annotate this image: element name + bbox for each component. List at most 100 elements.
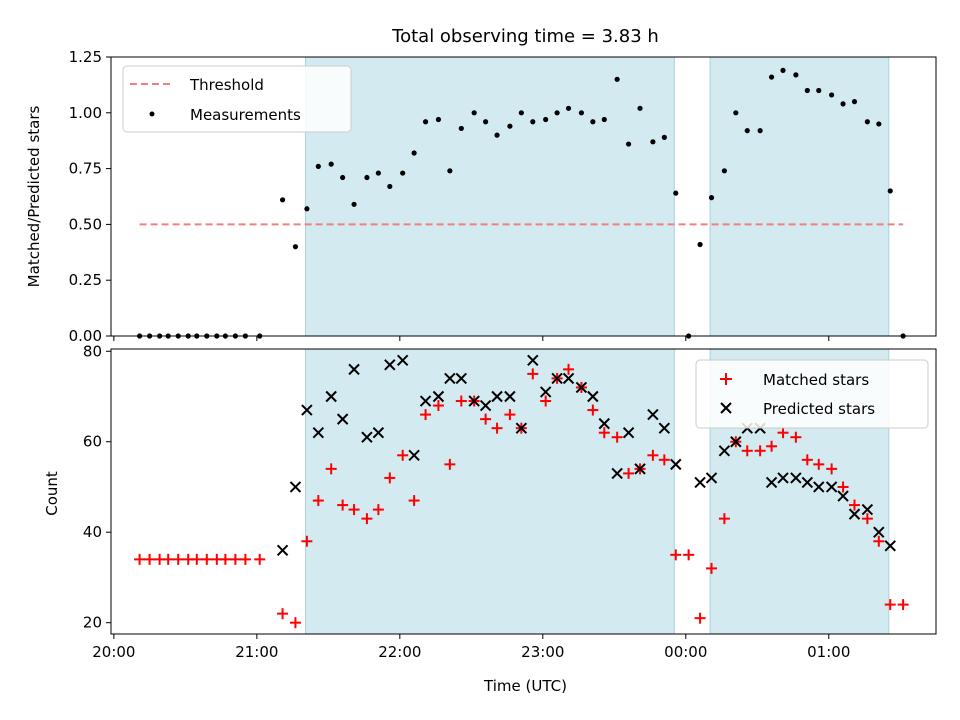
measurement-point <box>780 67 786 73</box>
measurement-point <box>304 206 310 212</box>
measurement-point <box>507 123 513 129</box>
matched-star-marker <box>229 553 241 565</box>
top-y-ticks: 0.00 0.25 0.50 0.75 1.00 1.25 <box>69 48 111 345</box>
predicted-star-marker <box>694 476 706 489</box>
matched-star-marker <box>289 617 301 629</box>
predicted-star-marker <box>419 395 432 407</box>
matched-star-marker <box>884 599 896 611</box>
predicted-star-marker <box>837 490 849 502</box>
bottom-plot-frame <box>110 348 937 635</box>
measurement-point <box>601 116 607 123</box>
bottom-y-tick-label: 80 <box>83 342 102 360</box>
predicted-star-marker <box>504 390 516 403</box>
matched-star-marker <box>837 481 849 493</box>
bottom-y-tick-label: 60 <box>83 433 102 451</box>
matched-star-marker <box>337 499 349 511</box>
measurement-point <box>447 168 453 174</box>
matched-star-marker <box>408 495 420 507</box>
predicted-star-marker <box>348 363 360 376</box>
measurement-point <box>768 74 775 80</box>
measurement-points <box>136 67 906 339</box>
predicted-star-marker <box>325 390 337 403</box>
measurement-point <box>829 92 835 98</box>
measurement-point <box>578 110 585 116</box>
matched-star-marker <box>455 395 467 407</box>
top-legend-box <box>122 65 352 133</box>
matched-star-marker <box>491 422 503 434</box>
matched-star-marker <box>801 454 813 466</box>
matched-star-points <box>134 363 909 629</box>
measurement-point <box>793 72 799 78</box>
matched-star-marker <box>611 431 623 443</box>
matched-star-marker <box>527 368 539 380</box>
predicted-star-marker <box>873 526 885 538</box>
predicted-star-marker <box>491 390 503 403</box>
predicted-star-marker <box>801 476 814 489</box>
measurement-point <box>351 201 357 207</box>
matched-star-marker <box>432 400 444 412</box>
matched-star-marker <box>777 427 789 439</box>
predicted-star-marker <box>551 372 563 385</box>
predicted-star-marker <box>408 449 420 462</box>
measurement-point <box>422 119 429 125</box>
top-panel: 0.00 0.25 0.50 0.75 1.00 1.25 Matched/Predict… <box>25 48 937 345</box>
predicted-star-marker <box>813 481 825 493</box>
predicted-star-marker <box>312 426 325 439</box>
top-y-tick-label: 0.00 <box>69 327 102 345</box>
predicted-star-marker <box>730 436 742 448</box>
predicted-star-marker <box>289 481 302 493</box>
top-y-tick-label: 1.00 <box>69 104 102 122</box>
predicted-star-marker <box>276 544 289 557</box>
matched-star-marker <box>766 440 778 452</box>
observing-window <box>304 56 675 337</box>
predicted-star-points <box>276 354 896 557</box>
top-y-tick-label: 1.25 <box>69 48 102 66</box>
predicted-star-marker <box>301 404 313 416</box>
measurement-point <box>708 195 715 201</box>
top-observing-windows <box>304 56 890 337</box>
measurement-point <box>744 128 750 134</box>
predicted-star-marker <box>444 372 456 385</box>
matched-star-marker <box>897 599 909 611</box>
matched-star-marker <box>670 549 682 561</box>
matched-star-marker <box>623 467 635 479</box>
measurement-point <box>840 101 846 107</box>
legend-threshold-label: Threshold <box>189 76 264 94</box>
observing-window <box>304 348 675 635</box>
matched-star-marker <box>444 458 456 470</box>
matched-star-marker <box>239 553 251 565</box>
measurement-point <box>804 87 810 94</box>
predicted-star-marker <box>587 390 599 403</box>
matched-star-marker <box>191 553 203 565</box>
measurement-point <box>387 183 393 190</box>
matched-star-marker <box>480 413 492 425</box>
matched-star-marker <box>277 608 289 620</box>
matched-star-marker <box>694 612 706 624</box>
predicted-star-marker <box>622 426 635 439</box>
x-tick-label: 00:00 <box>664 643 707 661</box>
measurement-point <box>292 244 299 250</box>
measurement-point <box>887 188 893 194</box>
matched-star-marker <box>254 553 266 565</box>
observing-window <box>709 56 890 337</box>
measurement-point <box>565 105 572 111</box>
measurement-point <box>864 119 870 125</box>
legend-matched-label: Matched stars <box>763 371 869 389</box>
measurement-point <box>876 121 882 127</box>
matched-star-marker <box>563 363 575 375</box>
matched-star-marker <box>813 458 825 470</box>
matched-star-marker <box>162 553 174 565</box>
bottom-y-tick-label: 20 <box>83 614 102 632</box>
predicted-star-marker <box>539 386 552 398</box>
legend-matched-swatch <box>720 373 732 385</box>
measurement-point <box>458 125 464 132</box>
predicted-star-marker <box>598 417 610 430</box>
matched-star-marker <box>172 553 184 565</box>
predicted-star-marker <box>527 354 539 367</box>
bottom-legend-box <box>695 359 929 429</box>
predicted-star-marker <box>479 399 492 412</box>
measurement-point <box>673 190 679 196</box>
matched-star-marker <box>706 562 718 574</box>
matched-star-marker <box>372 504 384 516</box>
top-x-ticks <box>113 336 830 341</box>
